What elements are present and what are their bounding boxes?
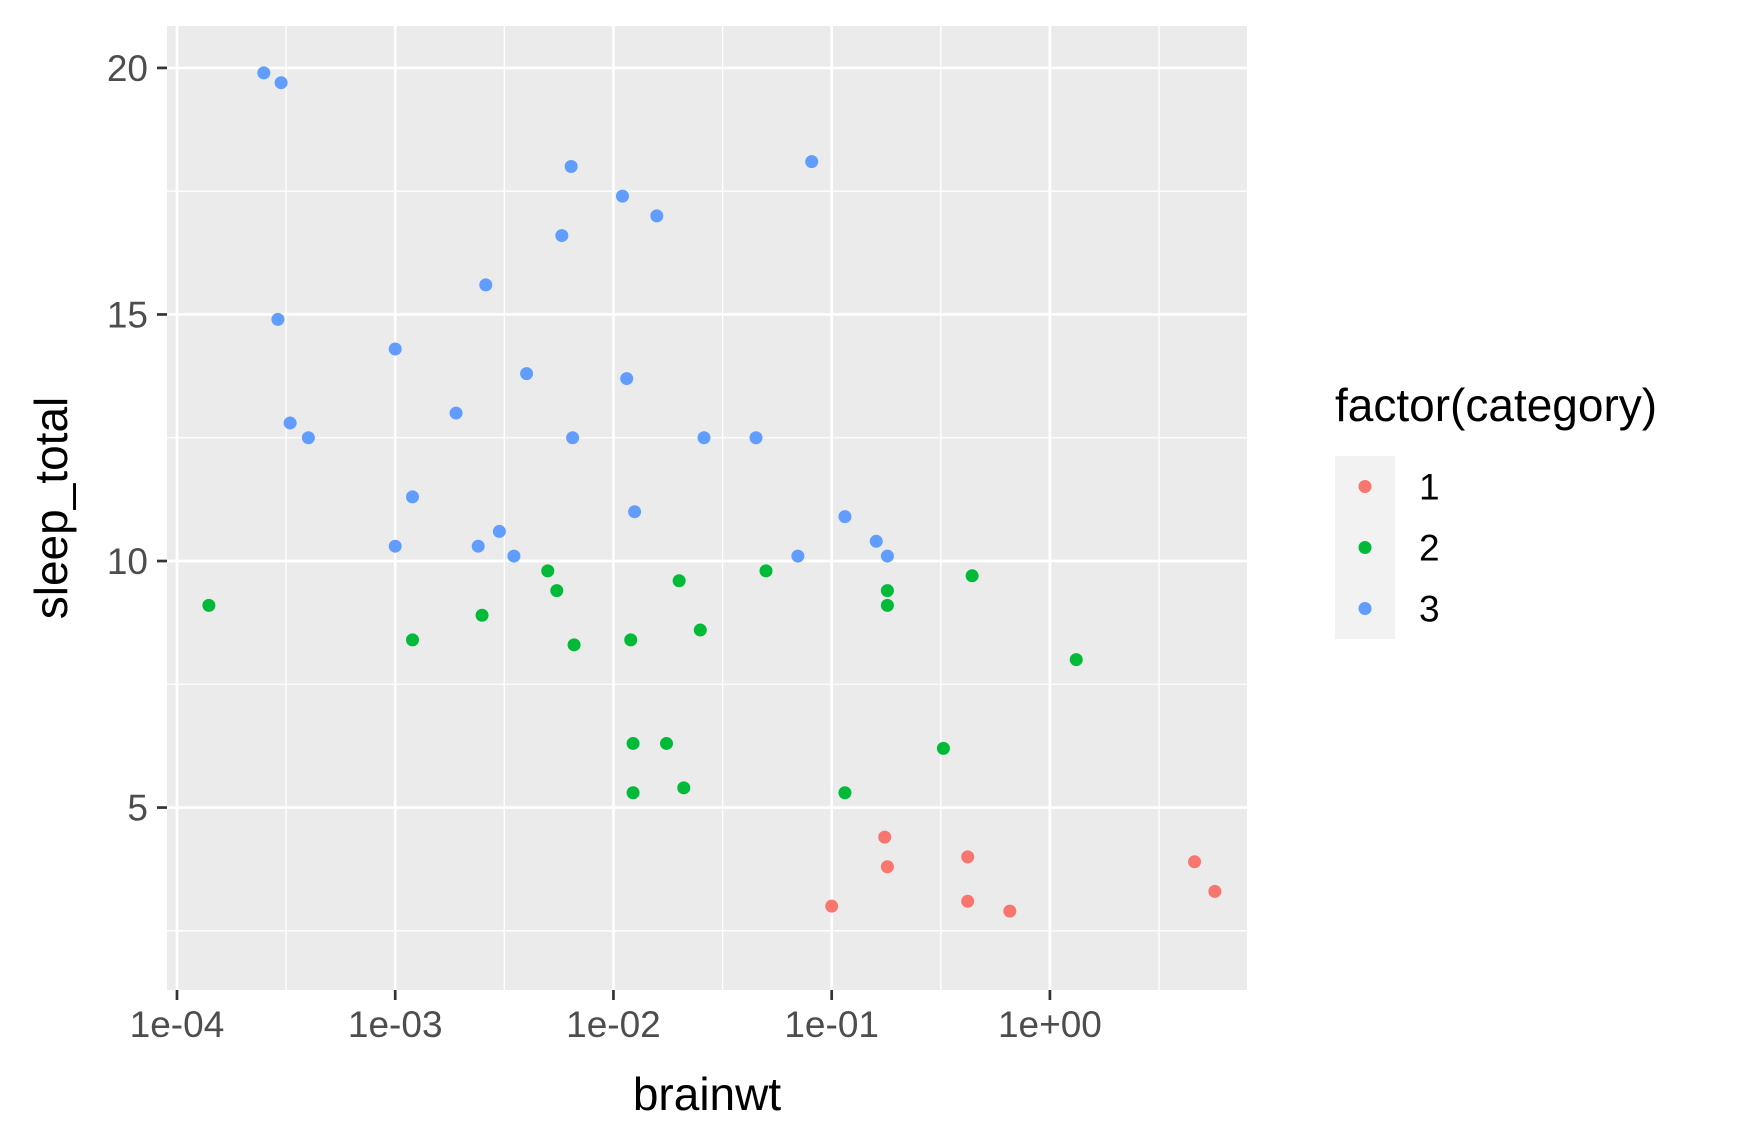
data-point	[471, 539, 485, 553]
data-point	[650, 209, 664, 223]
legend-label: 1	[1419, 467, 1440, 508]
data-point	[492, 524, 506, 538]
data-point	[520, 367, 534, 381]
data-point	[388, 539, 402, 553]
data-point	[507, 549, 521, 563]
data-point	[838, 510, 852, 524]
data-point	[626, 786, 640, 800]
data-point	[550, 584, 564, 598]
data-point	[566, 431, 580, 445]
data-point	[555, 229, 569, 243]
data-point	[697, 431, 711, 445]
data-point	[405, 490, 419, 504]
data-point	[449, 406, 463, 420]
data-point	[880, 549, 894, 563]
legend-keys: 1 2 3	[1335, 456, 1440, 639]
data-point	[838, 786, 852, 800]
data-point	[620, 372, 634, 386]
data-point	[1003, 904, 1017, 918]
data-point	[564, 160, 578, 174]
data-point	[961, 850, 975, 864]
legend-label: 3	[1419, 589, 1440, 630]
y-tick-label: 10	[107, 541, 148, 582]
data-points	[202, 66, 1222, 918]
data-point	[880, 584, 894, 598]
legend-label: 2	[1419, 528, 1440, 569]
data-point	[759, 564, 773, 578]
data-point	[880, 860, 894, 874]
data-point	[202, 598, 216, 612]
data-point	[624, 633, 638, 647]
legend-key-swatch	[1358, 541, 1372, 554]
legend-key-swatch	[1358, 480, 1372, 493]
data-point	[257, 66, 271, 80]
data-point	[880, 598, 894, 612]
data-point	[1188, 855, 1202, 869]
data-point	[615, 189, 629, 203]
x-tick-label: 1e-04	[130, 1004, 225, 1045]
data-point	[567, 638, 581, 652]
data-point	[869, 534, 883, 548]
data-point	[791, 549, 805, 563]
data-point	[628, 505, 642, 519]
x-axis-title: brainwt	[633, 1068, 782, 1120]
data-point	[965, 569, 979, 583]
data-point	[405, 633, 419, 647]
data-point	[749, 431, 763, 445]
data-point	[274, 76, 288, 90]
x-tick-label: 1e-01	[784, 1004, 879, 1045]
x-tick-label: 1e+00	[998, 1004, 1102, 1045]
data-point	[475, 608, 489, 622]
legend-key-swatch	[1358, 602, 1372, 615]
major-gridlines	[167, 26, 1247, 990]
x-tick-label: 1e-03	[348, 1004, 443, 1045]
plot-panel	[167, 26, 1247, 990]
data-point	[961, 894, 975, 908]
y-tick-label: 15	[107, 294, 148, 335]
data-point	[1069, 653, 1083, 667]
legend-title: factor(category)	[1335, 379, 1657, 431]
data-point	[479, 278, 493, 292]
data-point	[626, 736, 640, 750]
data-point	[672, 574, 686, 588]
data-point	[936, 741, 950, 755]
x-tick-label: 1e-02	[566, 1004, 661, 1045]
data-point	[388, 342, 402, 356]
minor-gridlines	[167, 26, 1247, 990]
data-point	[541, 564, 555, 578]
data-point	[271, 312, 285, 326]
x-axis-ticks: 1e-04 1e-03 1e-02 1e-01 1e+00	[130, 990, 1102, 1045]
y-tick-label: 20	[107, 48, 148, 89]
data-point	[1208, 884, 1222, 898]
data-point	[677, 781, 691, 795]
data-point	[825, 899, 839, 913]
data-point	[283, 416, 297, 430]
legend: factor(category) 1 2 3	[1335, 379, 1657, 639]
data-point	[693, 623, 707, 637]
data-point	[805, 155, 819, 169]
y-axis-title: sleep_total	[25, 397, 77, 620]
data-point	[878, 830, 892, 844]
data-point	[301, 431, 315, 445]
y-axis-ticks: 5 10 15 20	[107, 48, 167, 829]
y-tick-label: 5	[127, 788, 148, 829]
data-point	[659, 736, 673, 750]
